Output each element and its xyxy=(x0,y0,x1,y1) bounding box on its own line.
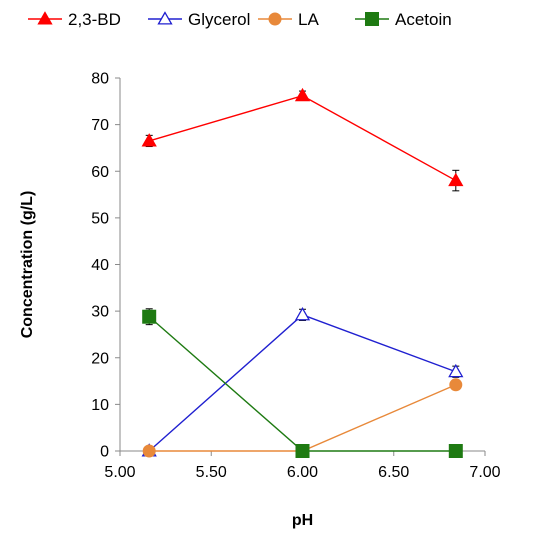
legend-item-glycerol: Glycerol xyxy=(148,10,250,29)
axes: 0 10 20 30 40 50 60 70 80 5.00 5.50 6.00 6.50 7.00 xyxy=(91,71,500,482)
x-axis-title: pH xyxy=(292,512,313,529)
data-point xyxy=(142,309,157,324)
y-tick-label: 10 xyxy=(91,397,109,414)
legend-item-acetoin: Acetoin xyxy=(355,10,452,29)
y-tick-label: 40 xyxy=(91,257,109,274)
series-line xyxy=(149,94,457,182)
data-point xyxy=(294,87,311,102)
legend-marker xyxy=(37,11,53,25)
data-point xyxy=(294,307,311,321)
plot-area xyxy=(141,87,464,458)
y-axis-title: Concentration (g/L) xyxy=(19,191,36,339)
data-point xyxy=(448,363,464,378)
legend-label: Glycerol xyxy=(188,10,250,29)
y-tick-label: 70 xyxy=(91,117,109,134)
y-tick-label: 20 xyxy=(91,350,109,367)
legend-marker xyxy=(157,11,173,25)
legend-marker xyxy=(365,12,379,26)
data-point xyxy=(141,133,157,147)
data-point xyxy=(142,444,156,458)
series-glycerol xyxy=(141,307,464,457)
y-tick-label: 60 xyxy=(91,164,109,181)
series-2-3-bd xyxy=(141,87,464,192)
legend-item-2-3-bd: 2,3-BD xyxy=(28,10,121,29)
y-tick-label: 30 xyxy=(91,304,109,321)
legend-marker xyxy=(268,12,282,26)
x-tick-label: 5.50 xyxy=(196,464,227,481)
data-point xyxy=(295,444,310,458)
x-tick-label: 5.00 xyxy=(104,464,135,481)
legend-label: 2,3-BD xyxy=(68,10,121,29)
legend-label: Acetoin xyxy=(395,10,452,29)
data-point xyxy=(448,444,463,458)
y-tick-label: 80 xyxy=(91,71,109,88)
series-acetoin xyxy=(142,308,463,458)
data-point xyxy=(448,172,464,187)
x-tick-label: 7.00 xyxy=(469,464,500,481)
legend-item-la: LA xyxy=(258,10,319,29)
y-tick-label: 0 xyxy=(100,444,109,461)
legend-label: LA xyxy=(298,10,319,29)
series-line xyxy=(148,314,457,452)
series-line xyxy=(149,384,457,452)
x-tick-label: 6.00 xyxy=(287,464,318,481)
x-tick-label: 6.50 xyxy=(378,464,409,481)
y-tick-label: 50 xyxy=(91,210,109,227)
legend: 2,3-BD Glycerol LA Acetoin xyxy=(28,10,452,29)
series-line xyxy=(148,316,456,452)
data-point xyxy=(449,378,463,392)
